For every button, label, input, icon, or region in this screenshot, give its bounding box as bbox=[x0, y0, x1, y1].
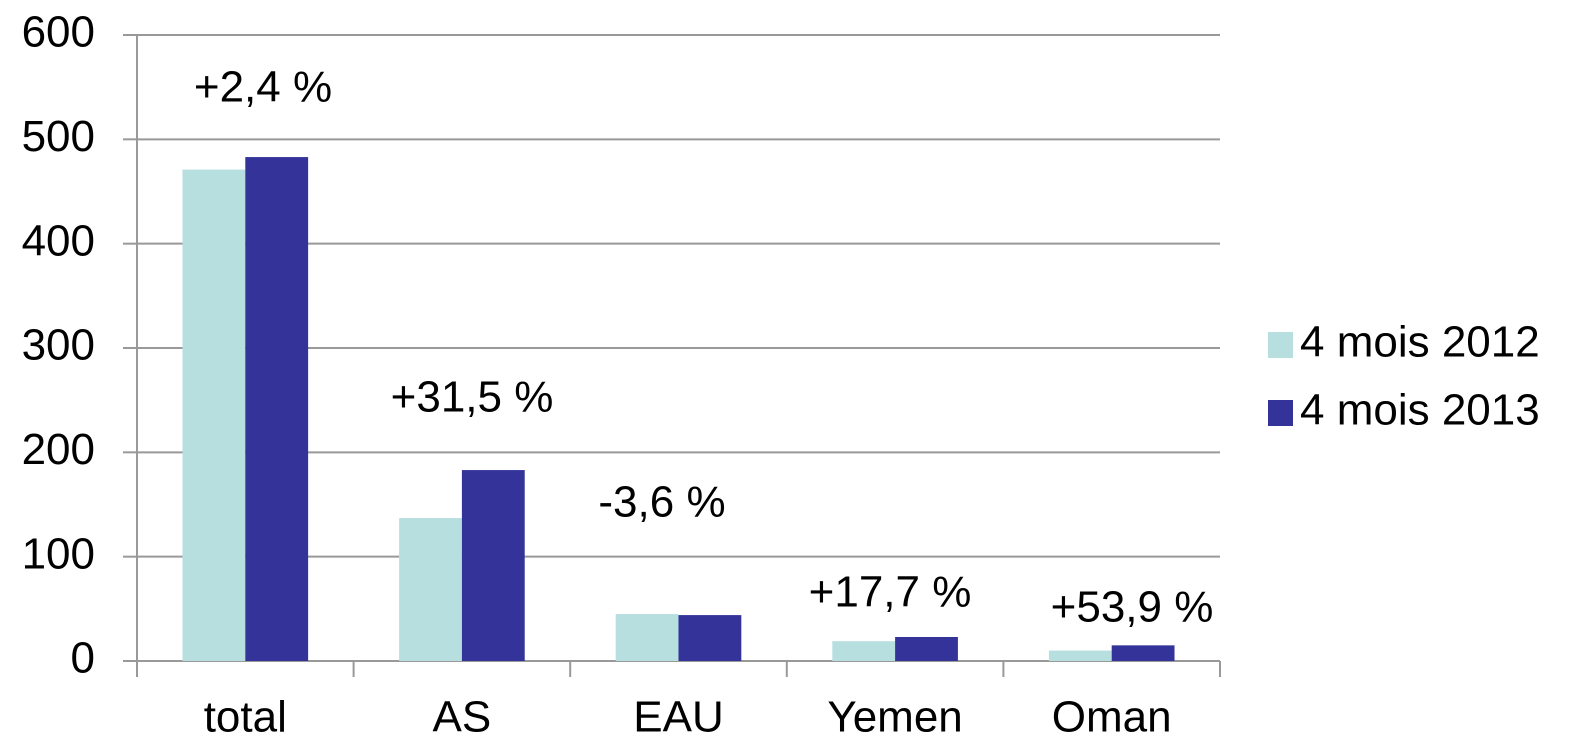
annotation: +53,9 % bbox=[1051, 583, 1214, 632]
bar bbox=[615, 614, 679, 661]
bar bbox=[832, 641, 896, 661]
bar bbox=[182, 169, 246, 661]
legend-swatch bbox=[1268, 400, 1293, 426]
annotation: +31,5 % bbox=[391, 373, 554, 422]
y-tick-label: 400 bbox=[22, 216, 95, 265]
annotation: -3,6 % bbox=[598, 478, 725, 527]
bar bbox=[245, 157, 309, 661]
x-tick-label: total bbox=[204, 693, 287, 742]
bar bbox=[1111, 645, 1175, 661]
annotation: +2,4 % bbox=[194, 63, 332, 112]
legend-swatch bbox=[1268, 332, 1293, 358]
x-tick-label: EAU bbox=[633, 693, 723, 742]
bar bbox=[1048, 650, 1112, 661]
bar bbox=[678, 615, 742, 661]
y-tick-label: 300 bbox=[22, 321, 95, 370]
bar bbox=[895, 637, 958, 661]
bar bbox=[399, 518, 462, 661]
legend-label: 4 mois 2012 bbox=[1300, 318, 1540, 367]
bar bbox=[461, 470, 525, 661]
x-tick-label: Oman bbox=[1052, 693, 1172, 742]
y-tick-label: 100 bbox=[22, 529, 95, 578]
annotation: +17,7 % bbox=[809, 568, 972, 617]
y-tick-label: 200 bbox=[22, 425, 95, 474]
x-tick-label: Yemen bbox=[827, 693, 962, 742]
y-tick-label: 0 bbox=[71, 634, 95, 683]
legend-label: 4 mois 2013 bbox=[1300, 386, 1540, 435]
y-tick-label: 500 bbox=[22, 112, 95, 161]
x-tick-label: AS bbox=[433, 693, 492, 742]
y-tick-label: 600 bbox=[22, 8, 95, 57]
